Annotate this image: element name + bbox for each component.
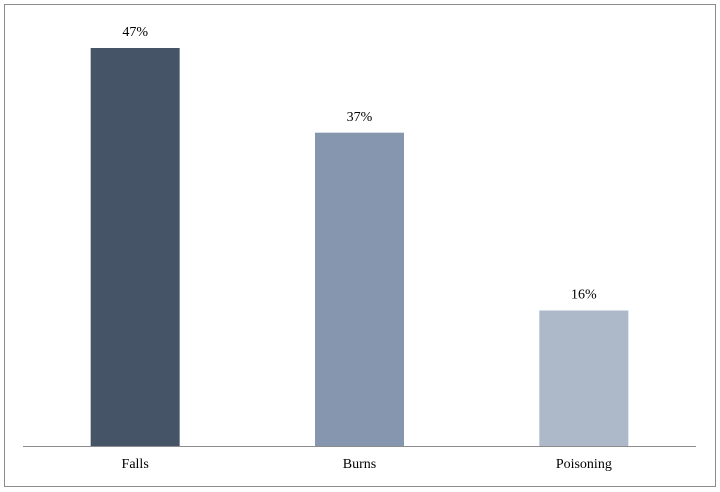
x-tick-label: Poisoning [556, 457, 612, 472]
bar [539, 310, 629, 446]
bar [90, 48, 180, 446]
data-label: 16% [571, 288, 597, 303]
data-label: 47% [122, 25, 148, 40]
x-tick-label: Falls [122, 457, 149, 472]
bar [315, 132, 404, 446]
x-tick-label: Burns [343, 457, 376, 472]
data-label: 37% [347, 110, 373, 125]
